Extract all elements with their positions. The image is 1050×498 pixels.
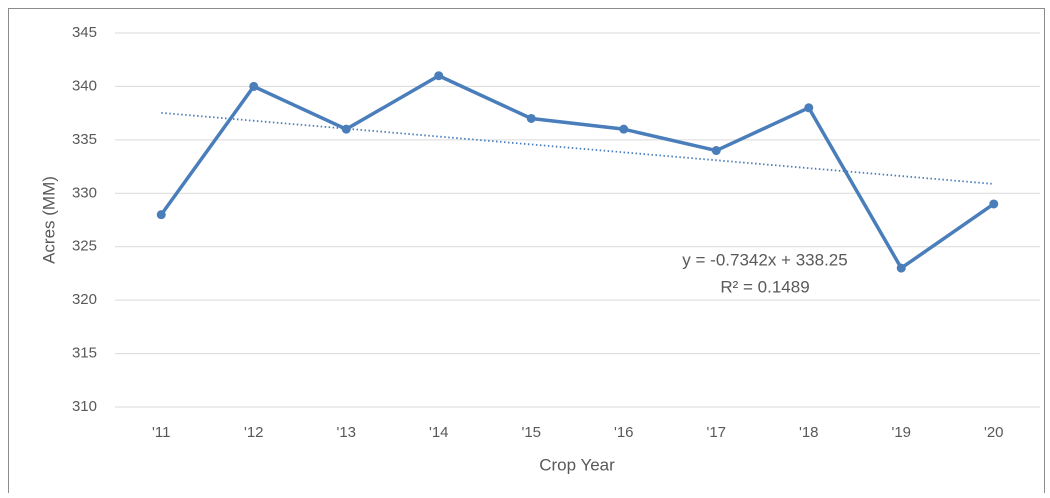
- y-tick-label: 315: [72, 345, 97, 362]
- data-point: [526, 113, 536, 123]
- y-tick-label: 335: [72, 131, 97, 148]
- trendline: [161, 111, 994, 185]
- x-tick-label: '17: [706, 424, 726, 441]
- data-point: [341, 124, 351, 134]
- x-tick-label: '18: [799, 424, 819, 441]
- data-line: [159, 73, 995, 270]
- data-point: [619, 124, 629, 134]
- y-axis-label: Acres (MM): [39, 176, 58, 264]
- x-tick-label: '15: [521, 424, 541, 441]
- y-tick-label: 330: [72, 184, 97, 201]
- x-tick-label: '11: [152, 424, 170, 441]
- trendline-r-squared: R² = 0.1489: [720, 277, 809, 296]
- data-point: [989, 199, 999, 209]
- y-tick-label: 325: [72, 238, 97, 255]
- data-point: [711, 146, 721, 156]
- data-point: [249, 81, 259, 91]
- x-tick-label: '14: [429, 424, 449, 441]
- data-point: [156, 210, 166, 220]
- y-tick-label: 320: [72, 291, 97, 308]
- data-point: [434, 71, 444, 81]
- x-tick-label: '16: [614, 424, 634, 441]
- data-point: [896, 263, 906, 273]
- trendline-equation: y = -0.7342x + 338.25: [682, 250, 847, 269]
- chart-frame: [8, 8, 1045, 498]
- x-tick-label: '19: [891, 424, 911, 441]
- y-tick-label: 340: [72, 77, 97, 94]
- x-tick-label: '13: [336, 424, 356, 441]
- x-tick-label: '12: [244, 424, 264, 441]
- x-axis-label: Crop Year: [539, 455, 615, 474]
- y-tick-label: 345: [72, 24, 97, 41]
- data-point: [804, 103, 814, 113]
- x-tick-label: '20: [984, 424, 1004, 441]
- y-tick-label: 310: [72, 398, 97, 415]
